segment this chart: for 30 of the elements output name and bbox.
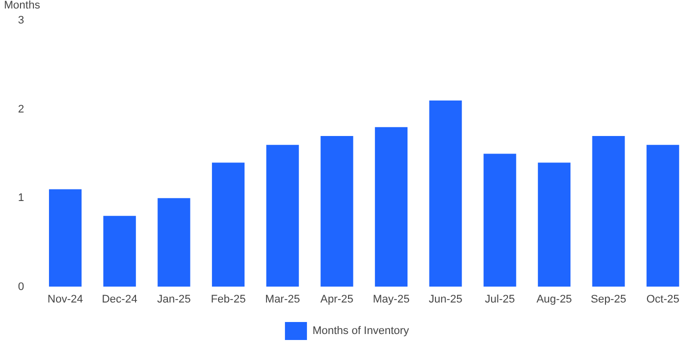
x-tick-label: Nov-24	[48, 293, 84, 306]
y-tick-label: 2	[18, 103, 24, 116]
x-tick-label: Sep-25	[590, 293, 626, 306]
x-tick-label: Feb-25	[210, 293, 246, 306]
bar	[212, 162, 245, 287]
bar	[158, 198, 190, 287]
bar	[646, 144, 680, 287]
bar	[429, 100, 462, 287]
x-tick-label: Jan-25	[157, 293, 191, 306]
x-tick-label: Jun-25	[428, 293, 462, 306]
bar	[592, 136, 625, 287]
bar	[103, 216, 136, 287]
x-tick-label: Jul-25	[484, 293, 515, 306]
y-tick-label: 0	[18, 280, 24, 293]
y-axis-title: Months	[4, 0, 41, 12]
bar	[374, 127, 408, 287]
x-tick-label: Apr-25	[320, 293, 354, 306]
x-tick-label: Dec-24	[102, 293, 138, 306]
bar	[320, 136, 354, 287]
y-tick-label: 3	[18, 14, 24, 27]
bar	[538, 162, 570, 287]
x-tick-label: May-25	[372, 293, 410, 306]
x-tick-label: Oct-25	[646, 293, 680, 306]
y-tick-label: 1	[18, 192, 24, 204]
x-tick-label: Mar-25	[265, 293, 300, 306]
legend-label: Months of Inventory	[312, 325, 410, 338]
x-tick-label: Aug-25	[536, 293, 572, 306]
bar	[484, 154, 516, 287]
bar	[48, 189, 82, 287]
bar	[266, 144, 299, 287]
